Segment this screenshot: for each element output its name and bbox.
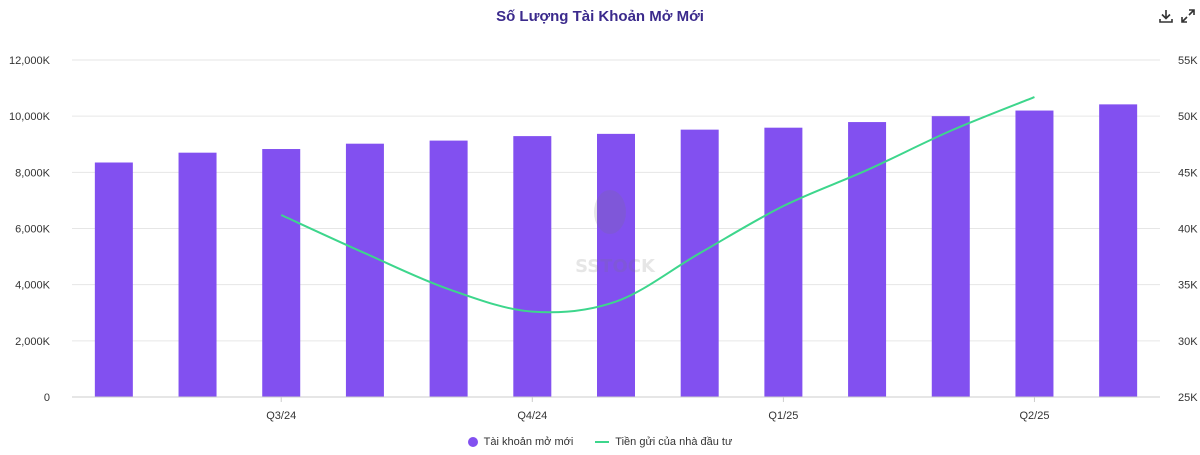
expand-button[interactable]: [1178, 6, 1198, 26]
bar: [1015, 110, 1054, 398]
legend-label: Tài khoản mở mới: [483, 436, 574, 448]
left-axis-tick-label: 2,000K: [15, 336, 51, 348]
right-axis-tick-label: 45K: [1178, 167, 1198, 179]
expand-icon: [1181, 9, 1195, 23]
bar: [1099, 104, 1138, 397]
bar: [764, 127, 803, 397]
x-axis-tick-label: Q1/25: [768, 410, 798, 422]
bar: [680, 129, 719, 397]
left-axis-tick-label: 8,000K: [15, 167, 51, 179]
bar: [597, 133, 635, 397]
bar: [345, 143, 384, 397]
left-axis-tick-label: 4,000K: [15, 280, 51, 292]
right-axis-tick-label: 35K: [1178, 280, 1198, 292]
x-axis-tick-label: Q3/24: [266, 410, 296, 422]
legend-marker-line: [595, 441, 610, 443]
bar: [262, 149, 301, 397]
left-axis-tick-label: 10,000K: [9, 111, 51, 123]
legend-item-accounts[interactable]: Tài khoản mở mới: [467, 436, 574, 448]
left-axis-tick-label: 6,000K: [15, 224, 51, 236]
chart-title: Số Lượng Tài Khoản Mở Mới: [496, 8, 704, 25]
left-axis-tick-label: 12,000K: [9, 55, 51, 67]
right-axis-tick-label: 40K: [1178, 224, 1198, 236]
bar: [848, 122, 887, 398]
legend-label: Tiền gửi của nhà đầu tư: [615, 436, 733, 448]
x-axis-tick-label: Q4/24: [517, 410, 547, 422]
watermark-logo: SSTOCK: [560, 182, 670, 282]
bar: [513, 136, 552, 397]
right-axis-tick-label: 25K: [1178, 392, 1198, 404]
bar: [94, 162, 133, 397]
x-axis-tick-label: Q2/25: [1019, 410, 1049, 422]
left-axis-tick-label: 0: [44, 392, 50, 404]
legend-marker-dot: [467, 437, 478, 447]
bar: [178, 152, 217, 397]
bar: [931, 116, 970, 398]
bar: [429, 140, 468, 397]
legend-item-deposits[interactable]: Tiền gửi của nhà đầu tư: [595, 436, 732, 448]
legend: Tài khoản mở mới Tiền gửi của nhà đầu tư: [0, 436, 1200, 448]
right-axis-tick-label: 55K: [1178, 55, 1198, 67]
chart-canvas: 0 2,000K 4,000K 6,000K 8,000K 10,000K 12,000K 2…: [9, 55, 1198, 422]
watermark-text: SSTOCK: [575, 256, 656, 277]
right-axis-tick-label: 50K: [1178, 111, 1198, 123]
series-line-deposits: [280, 96, 1035, 314]
download-icon: [1159, 10, 1173, 23]
download-button[interactable]: [1156, 6, 1176, 26]
right-axis-tick-label: 30K: [1178, 336, 1198, 348]
